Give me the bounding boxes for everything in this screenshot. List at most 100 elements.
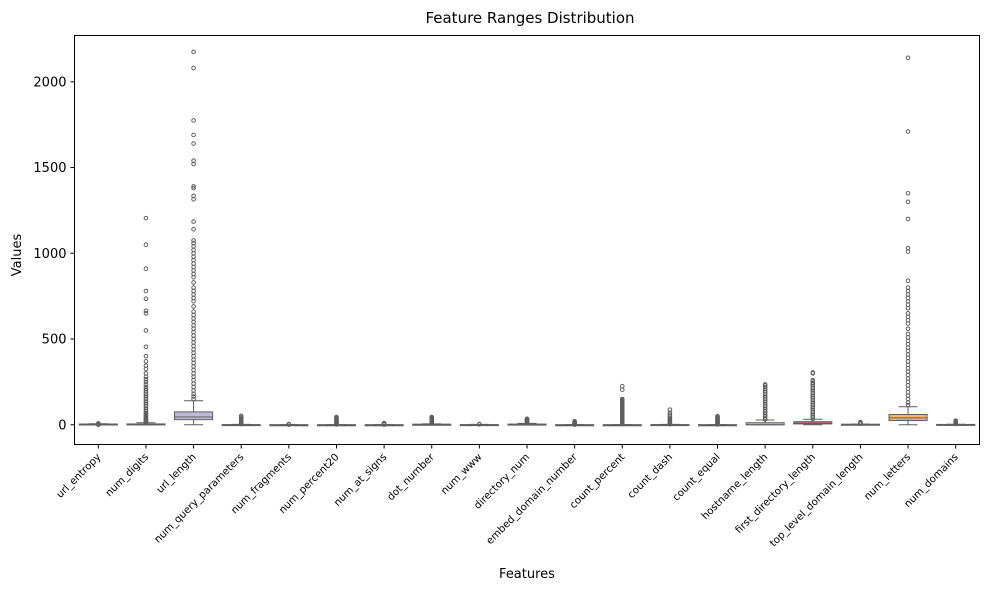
x-tick-label: url_length	[155, 452, 199, 496]
outlier-point	[905, 278, 911, 284]
outlier-point	[286, 421, 292, 427]
outlier-point	[810, 377, 816, 383]
outlier-point	[238, 413, 244, 419]
outlier-point	[905, 129, 911, 134]
outlier-point	[191, 132, 196, 138]
box-count_equal	[697, 413, 738, 427]
y-tick-label: 2000	[33, 75, 66, 90]
x-tick-label: first_directory_length	[734, 452, 818, 536]
box-iqr	[174, 411, 214, 421]
outlier-point	[905, 199, 911, 205]
outlier-point	[191, 396, 196, 402]
y-axis-label: Values	[10, 234, 25, 277]
outlier-point	[143, 308, 149, 314]
outlier-point	[191, 184, 196, 189]
outlier-point	[191, 240, 196, 246]
x-tick-label: url_entropy	[55, 452, 104, 501]
outlier-point	[953, 418, 958, 423]
y-tick-label: 1000	[33, 247, 66, 262]
outlier-point	[572, 419, 577, 424]
outlier-point	[905, 331, 911, 337]
outlier-point	[143, 328, 149, 333]
outlier-point	[762, 384, 768, 390]
outlier-point	[143, 382, 149, 387]
outlier-point	[619, 383, 625, 389]
box-num_fragments	[269, 421, 309, 427]
outlier-point	[905, 190, 911, 196]
chart-title: Feature Ranges Distribution	[425, 9, 634, 27]
box-url_length	[174, 49, 214, 426]
outlier-point	[381, 420, 387, 426]
box-url_entropy	[78, 421, 118, 428]
outlier-point	[810, 380, 816, 386]
outlier-point	[905, 285, 911, 290]
outlier-point	[96, 421, 101, 426]
outlier-point	[905, 326, 911, 332]
outlier-point	[143, 242, 149, 248]
y-tick-label: 0	[58, 418, 66, 433]
outlier-point	[429, 414, 435, 420]
outlier-point	[143, 363, 149, 368]
outlier-point	[667, 407, 673, 412]
plot-frame	[74, 35, 980, 445]
box-count_percent	[602, 383, 642, 427]
outlier-point	[191, 185, 196, 191]
outlier-point	[191, 394, 196, 399]
outlier-point	[477, 421, 482, 427]
box-num_digits	[126, 215, 166, 426]
outlier-point	[191, 226, 196, 232]
x-axis-label: Features	[499, 567, 555, 582]
x-tick-label: num_www	[439, 452, 484, 497]
outlier-point	[905, 245, 911, 251]
outlier-point	[191, 219, 196, 224]
y-tick-label: 1500	[33, 161, 66, 176]
outlier-point	[191, 280, 196, 285]
outlier-point	[524, 416, 530, 422]
outlier-point	[191, 158, 196, 163]
box-num_percent20	[316, 414, 357, 427]
x-tick-label: num_letters	[862, 452, 913, 503]
outlier-point	[715, 413, 720, 419]
box-num_letters	[888, 55, 928, 426]
outlier-point	[143, 296, 149, 302]
box-num_at_signs	[364, 420, 404, 427]
box-hostname_length	[745, 382, 785, 426]
box-first_directory_length	[793, 370, 833, 426]
outlier-point	[858, 419, 863, 425]
outlier-point	[334, 414, 339, 420]
box-dot_number	[412, 414, 452, 426]
outlier-point	[191, 238, 196, 243]
box-num_query_parameters	[221, 413, 261, 427]
box-directory_num	[507, 416, 547, 426]
outlier-point	[905, 216, 911, 222]
outlier-point	[191, 309, 196, 314]
outlier-point	[810, 370, 816, 375]
outlier-point	[905, 311, 911, 316]
x-tick-label: top_level_domain_length	[768, 452, 865, 549]
outlier-point	[191, 65, 196, 71]
outlier-point	[905, 402, 911, 408]
x-tick-label: num_query_parameters	[153, 452, 247, 546]
outlier-point	[191, 141, 196, 146]
y-tick-label: 500	[42, 333, 67, 348]
x-tick-label: embed_domain_number	[485, 451, 581, 547]
x-tick-label: count_dash	[626, 452, 675, 501]
x-tick-label: num_digits	[104, 452, 151, 499]
outlier-point	[143, 379, 149, 385]
box-embed_domain_number	[555, 419, 595, 427]
outlier-point	[143, 266, 149, 272]
outlier-point	[191, 49, 196, 55]
outlier-point	[905, 55, 911, 61]
outlier-point	[143, 215, 149, 221]
x-axis: url_entropy num_digits url_lengthnum_query…	[55, 444, 961, 549]
outlier-point	[143, 288, 149, 294]
box-top_level_domain_length	[840, 419, 880, 427]
outlier-point	[143, 384, 149, 390]
outlier-point	[143, 377, 149, 382]
outlier-point	[143, 311, 149, 316]
outlier-point	[667, 412, 673, 417]
outlier-point	[143, 344, 149, 350]
outlier-point	[667, 410, 673, 416]
plot-content	[78, 49, 976, 428]
